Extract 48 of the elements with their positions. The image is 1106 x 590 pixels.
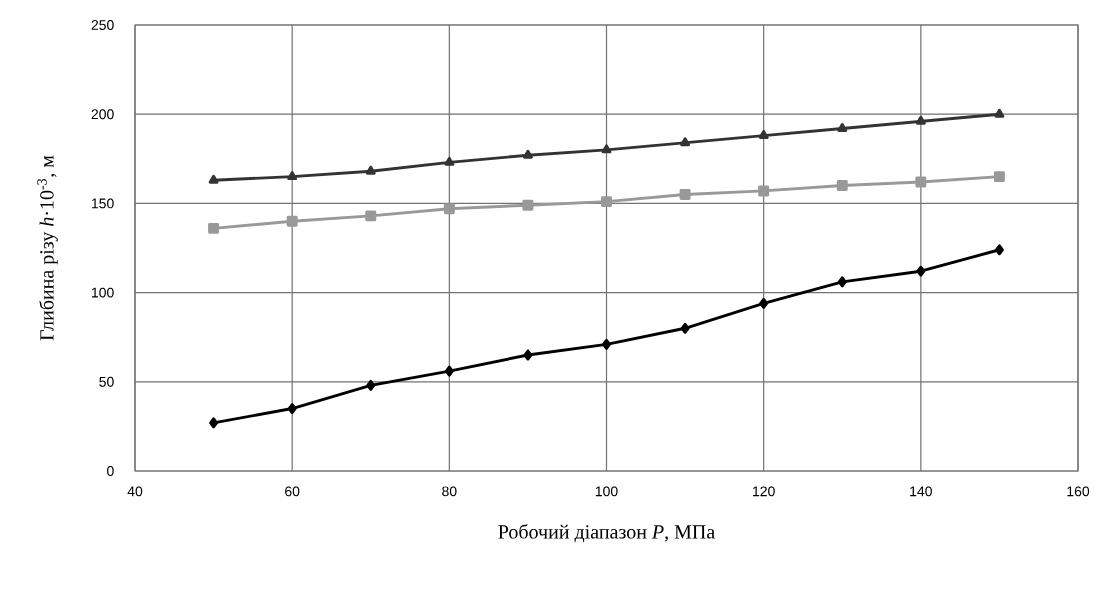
- point: [601, 196, 612, 208]
- point: [915, 176, 927, 188]
- point: [680, 137, 691, 147]
- point: [522, 149, 533, 159]
- point: [522, 199, 534, 211]
- point: [208, 222, 220, 234]
- point: [601, 144, 612, 154]
- point: [287, 171, 298, 181]
- point: [837, 123, 848, 132]
- x-tick-label: 100: [595, 486, 618, 497]
- x-tick-label: 120: [753, 486, 775, 497]
- point: [287, 403, 297, 415]
- point: [444, 365, 454, 377]
- y-tick-label: 250: [91, 20, 114, 30]
- point: [209, 417, 219, 429]
- x-tick-label: 40: [127, 486, 143, 497]
- point: [994, 244, 1004, 256]
- point: [759, 297, 769, 309]
- y-tick-label: 0: [107, 466, 114, 476]
- y-tick-label: 150: [92, 198, 114, 209]
- point: [836, 180, 848, 192]
- point: [286, 215, 298, 227]
- point: [602, 338, 611, 350]
- y-axis-title: Глибина різу h·10$^{-3}$, м: [37, 155, 58, 341]
- x-tick-label: 60: [285, 486, 300, 497]
- y-tick-label: 50: [99, 376, 114, 387]
- point: [916, 265, 926, 277]
- point: [365, 210, 377, 222]
- point: [523, 349, 533, 361]
- point: [994, 108, 1005, 118]
- x-tick-label: 80: [442, 486, 457, 497]
- point: [365, 165, 376, 175]
- point: [679, 189, 691, 200]
- point: [680, 322, 690, 334]
- point: [443, 203, 455, 215]
- point: [444, 156, 455, 166]
- x-axis-title: Робочий діапазон P, МПа: [498, 524, 715, 543]
- y-tick-label: 100: [92, 287, 114, 298]
- point: [915, 115, 926, 125]
- point: [208, 174, 219, 184]
- y-tick-label: 200: [91, 109, 114, 120]
- point: [993, 171, 1005, 183]
- point: [758, 185, 770, 197]
- x-tick-label: 140: [910, 486, 932, 497]
- x-tick-label: 160: [1067, 486, 1090, 497]
- point: [837, 276, 847, 288]
- point: [366, 379, 376, 391]
- point: [758, 130, 769, 140]
